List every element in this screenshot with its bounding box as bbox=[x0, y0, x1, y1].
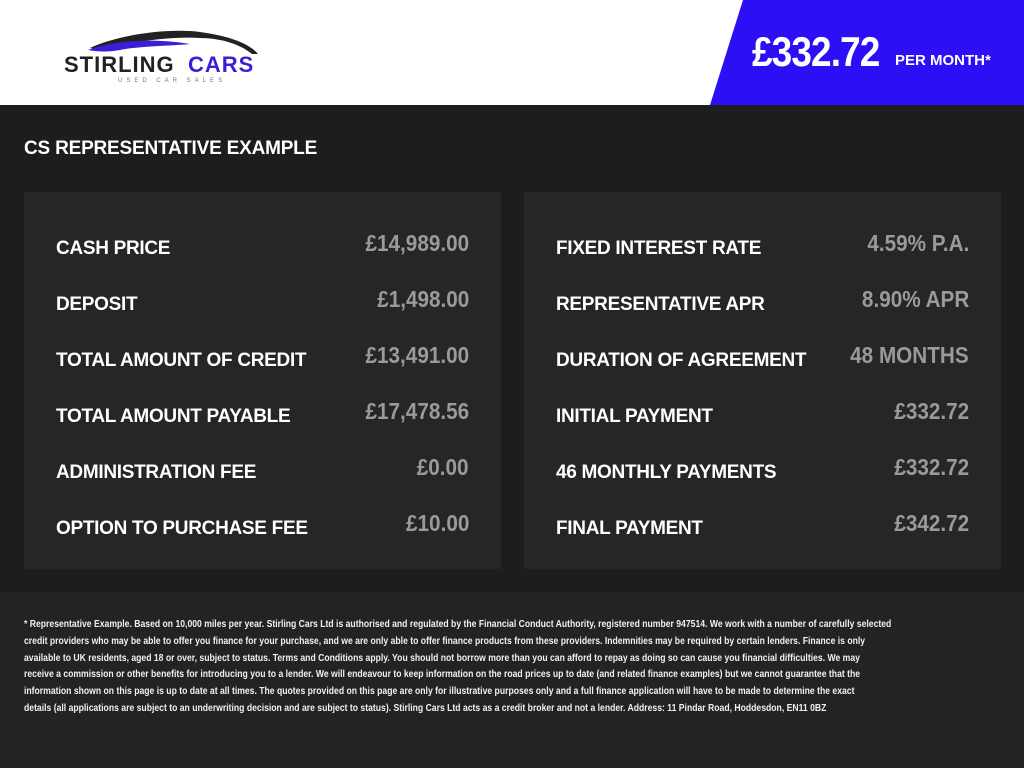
finance-row: REPRESENTATIVE APR 8.90% APR bbox=[556, 286, 969, 315]
section-title: CS REPRESENTATIVE EXAMPLE bbox=[24, 138, 318, 159]
finance-row: OPTION TO PURCHASE FEE £10.00 bbox=[56, 510, 469, 539]
monthly-price: £332.72 bbox=[752, 28, 880, 75]
finance-row: DEPOSIT £1,498.00 bbox=[56, 286, 469, 315]
finance-row: FINAL PAYMENT £342.72 bbox=[556, 510, 969, 539]
finance-row: TOTAL AMOUNT PAYABLE £17,478.56 bbox=[56, 398, 469, 427]
finance-row: CASH PRICE £14,989.00 bbox=[56, 230, 469, 259]
svg-text:USED CAR SALES: USED CAR SALES bbox=[118, 78, 226, 84]
svg-text:CARS: CARS bbox=[188, 52, 254, 77]
finance-row: 46 MONTHLY PAYMENTS £332.72 bbox=[556, 454, 969, 483]
stirling-cars-logo: STIRLING CARS USED CAR SALES bbox=[64, 30, 258, 84]
finance-row: TOTAL AMOUNT OF CREDIT £13,491.00 bbox=[56, 342, 469, 371]
finance-row: FIXED INTEREST RATE 4.59% P.A. bbox=[556, 230, 969, 259]
per-month-label: PER MONTH* bbox=[895, 52, 991, 69]
footer bbox=[0, 592, 1024, 768]
finance-row: INITIAL PAYMENT £332.72 bbox=[556, 398, 969, 427]
header: STIRLING CARS USED CAR SALES £332.72 PER… bbox=[0, 0, 1024, 105]
logo-text: STIRLING bbox=[64, 52, 175, 77]
finance-row: ADMINISTRATION FEE £0.00 bbox=[56, 454, 469, 483]
price-banner bbox=[710, 0, 1024, 105]
disclaimer: * Representative Example. Based on 10,00… bbox=[24, 619, 892, 714]
finance-panel-right: FIXED INTEREST RATE 4.59% P.A. REPRESENTA… bbox=[524, 192, 1001, 569]
finance-panel-left: CASH PRICE £14,989.00 DEPOSIT £1,498.00 TO… bbox=[24, 192, 501, 569]
finance-row: DURATION OF AGREEMENT 48 MONTHS bbox=[556, 342, 969, 371]
